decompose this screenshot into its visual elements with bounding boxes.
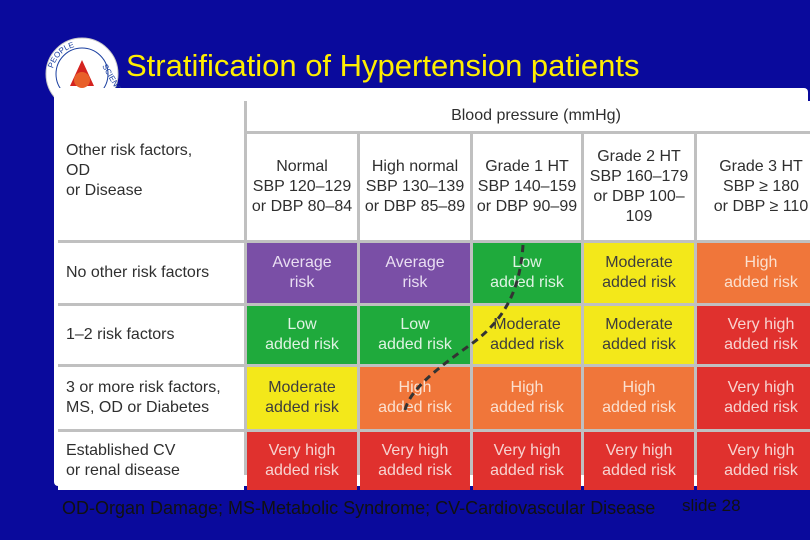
corner-header: Other risk factors, OD or Disease	[58, 101, 244, 240]
risk-cell: Average risk	[247, 243, 357, 303]
slide-number: slide 28	[682, 496, 741, 515]
row-label: 1–2 risk factors	[58, 306, 244, 364]
risk-cell: Very high added risk	[473, 432, 581, 490]
risk-cell: Very high added risk	[697, 432, 810, 490]
risk-cell: Low added risk	[247, 306, 357, 364]
row-label: No other risk factors	[58, 243, 244, 303]
column-header-grade-3: Grade 3 HT SBP ≥ 180 or DBP ≥ 110	[697, 134, 810, 240]
risk-cell: Very high added risk	[584, 432, 694, 490]
risk-cell: High added risk	[360, 367, 470, 429]
risk-cell: High added risk	[697, 243, 810, 303]
risk-cell: Average risk	[360, 243, 470, 303]
risk-stratification-table: Other risk factors, OD or Disease Blood …	[58, 101, 810, 490]
column-header-grade-1: Grade 1 HT SBP 140–159 or DBP 90–99	[473, 134, 581, 240]
row-label: Established CV or renal disease	[58, 432, 244, 490]
risk-cell: Moderate added risk	[473, 306, 581, 364]
risk-cell: Low added risk	[360, 306, 470, 364]
row-label: 3 or more risk factors, MS, OD or Diabet…	[58, 367, 244, 429]
risk-cell: Very high added risk	[360, 432, 470, 490]
risk-cell: Low added risk	[473, 243, 581, 303]
footnote: OD-Organ Damage; MS-Metabolic Syndrome; …	[62, 498, 656, 518]
column-header-high-normal: High normal SBP 130–139 or DBP 85–89	[360, 134, 470, 240]
risk-cell: Very high added risk	[697, 306, 810, 364]
blood-pressure-header: Blood pressure (mmHg)	[247, 101, 810, 131]
risk-cell: Very high added risk	[247, 432, 357, 490]
risk-cell: High added risk	[473, 367, 581, 429]
risk-cell: High added risk	[584, 367, 694, 429]
risk-cell: Moderate added risk	[584, 306, 694, 364]
risk-cell: Very high added risk	[697, 367, 810, 429]
risk-cell: Moderate added risk	[247, 367, 357, 429]
column-header-grade-2: Grade 2 HT SBP 160–179 or DBP 100–109	[584, 134, 694, 240]
risk-cell: Moderate added risk	[584, 243, 694, 303]
column-header-normal: Normal SBP 120–129 or DBP 80–84	[247, 134, 357, 240]
page-title: Stratification of Hypertension patients	[126, 48, 640, 83]
